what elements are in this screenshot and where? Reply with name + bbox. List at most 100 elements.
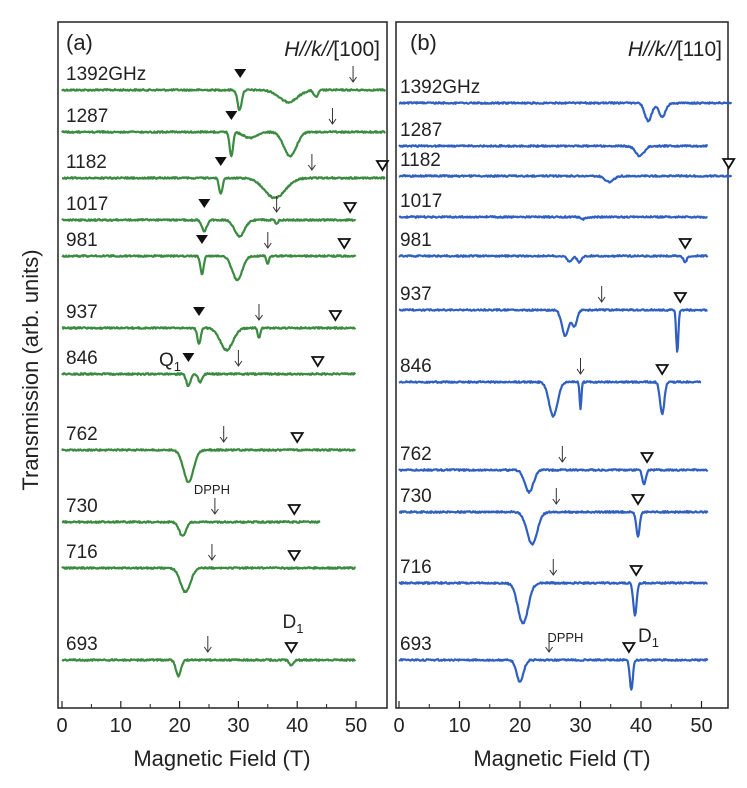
filled-triangle-marker (193, 307, 206, 316)
series-trace (61, 372, 357, 388)
series-trace (61, 448, 356, 484)
x-tick-label: 30 (569, 715, 591, 737)
dpph-label: DPPH (194, 482, 230, 497)
x-tick-label: 50 (690, 715, 712, 737)
filled-triangle-marker (195, 235, 208, 244)
series-label: 730 (400, 486, 432, 507)
x-tick-label: 10 (448, 715, 470, 737)
open-triangle-marker (284, 642, 299, 654)
series-label: 1017 (66, 194, 108, 215)
dpph-arrow-head (349, 76, 357, 83)
series-trace (398, 174, 733, 184)
series-trace (61, 176, 386, 200)
panel-a-field-direction: H//k//[100] (284, 38, 380, 61)
series-label: 1392GHz (66, 64, 146, 85)
open-triangle-marker (630, 494, 646, 506)
dpph-arrow-head (234, 360, 243, 367)
series-trace (398, 581, 708, 625)
open-triangle-marker (621, 642, 637, 654)
series-trace (61, 520, 321, 537)
dpph-arrow-head (597, 296, 606, 303)
x-tick-label: 20 (509, 715, 531, 737)
series-trace (398, 468, 709, 494)
series-label: 1182 (66, 152, 107, 173)
series-label: 762 (66, 424, 98, 445)
panel-a-plot: 0 10 20 30 40 50 1392GHz 1287 1182 1017 981 937 846 7… (56, 64, 390, 737)
series-trace (398, 658, 709, 691)
series-trace (398, 380, 702, 418)
dpph-arrow-head (255, 314, 263, 321)
series-label: 1017 (400, 191, 442, 212)
series-trace (61, 254, 357, 282)
dpph-arrow-head (552, 498, 561, 505)
open-triangle-marker (328, 310, 343, 322)
series-trace (61, 326, 357, 352)
series-label: 730 (66, 496, 98, 517)
panel-b-plot: 0 10 20 30 40 50 1392GHz 1287 1182 1017 981 937 846 7… (393, 77, 736, 737)
panel-a-x-title: Magnetic Field (T) (133, 746, 310, 771)
dpph-arrow-head (208, 554, 216, 561)
open-triangle-marker (678, 238, 693, 250)
series-trace (61, 218, 357, 238)
series-trace (398, 101, 733, 123)
series-label: 693 (66, 634, 98, 655)
filled-triangle-marker (198, 199, 211, 208)
x-tick-label: 40 (286, 715, 308, 737)
series-label: 846 (66, 348, 98, 369)
filled-triangle-marker (225, 111, 238, 120)
open-triangle-marker (310, 356, 325, 368)
x-tick-label: 50 (345, 715, 367, 737)
series-label: 846 (400, 356, 432, 377)
series-trace (61, 658, 357, 678)
x-tick-label: 20 (168, 715, 190, 737)
series-trace (398, 254, 709, 264)
d1-label: D1 (283, 612, 304, 636)
dpph-label: DPPH (547, 630, 583, 645)
dpph-arrow-head (219, 436, 228, 443)
filled-triangle-marker (234, 69, 247, 78)
dpph-arrow-head (263, 242, 272, 249)
series-trace (398, 510, 709, 546)
panel-b: 0 10 20 30 40 50 1392GHz 1287 1182 1017 981 937 846 7… (393, 21, 736, 771)
open-triangle-marker (287, 504, 302, 516)
x-tick-label: 40 (630, 715, 652, 737)
q1-label: Q1 (159, 350, 181, 374)
dpph-arrow-head (210, 508, 219, 515)
panel-b-field-direction: H//k//[110] (628, 38, 722, 61)
series-trace (61, 130, 387, 158)
x-tick-label: 0 (56, 715, 67, 737)
series-label: 762 (400, 444, 432, 465)
x-tick-label: 30 (227, 715, 249, 737)
series-label: 937 (66, 302, 98, 323)
filled-triangle-marker (182, 353, 195, 362)
dpph-arrow-head (328, 118, 337, 125)
y-axis-title: Transmission (arb. units) (18, 249, 43, 490)
x-tick-label: 0 (393, 715, 404, 737)
series-label: 1392GHz (400, 77, 480, 98)
series-trace (398, 308, 708, 353)
panel-a: 0 10 20 30 40 50 1392GHz 1287 1182 1017 981 937 846 7… (56, 21, 390, 771)
series-label: 1287 (66, 106, 108, 127)
series-label: 716 (66, 542, 98, 563)
open-triangle-marker (290, 432, 305, 444)
panel-b-x-title: Magnetic Field (T) (473, 746, 650, 771)
series-label: 716 (400, 557, 432, 578)
series-trace (398, 215, 708, 221)
panel-b-frame (395, 21, 729, 709)
series-label: 937 (400, 284, 432, 305)
open-triangle-marker (673, 292, 688, 304)
series-trace (398, 144, 709, 158)
open-triangle-marker (655, 364, 670, 376)
panel-a-frame (57, 21, 388, 709)
series-label: 693 (400, 634, 432, 655)
dpph-arrow-head (576, 368, 585, 375)
dpph-arrow-head (307, 164, 316, 171)
open-triangle-marker (639, 452, 655, 464)
open-triangle-marker (375, 160, 390, 172)
dpph-arrow-head (545, 646, 553, 653)
dpph-arrow-head (558, 456, 567, 463)
series-label: 1287 (400, 120, 442, 141)
open-triangle-marker (721, 158, 736, 170)
x-tick-label: 10 (110, 715, 132, 737)
